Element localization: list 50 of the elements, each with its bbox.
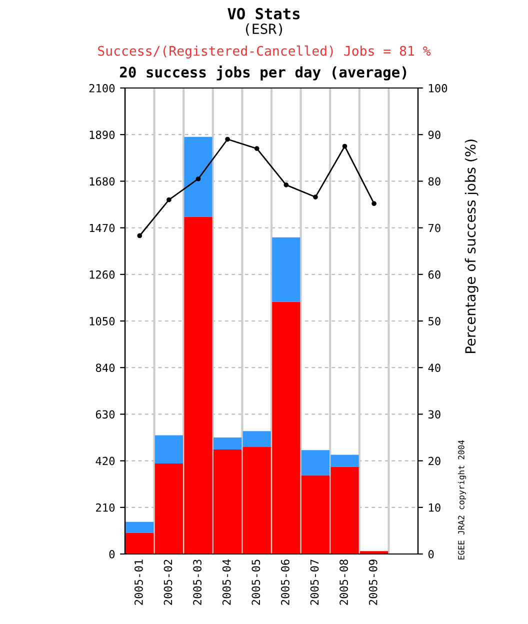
point xyxy=(313,194,318,200)
y2-tick-label: 40 xyxy=(428,364,440,372)
bar xyxy=(126,522,154,533)
y-tick-label: 1680 xyxy=(90,177,115,186)
bar xyxy=(154,435,184,464)
point xyxy=(342,144,348,149)
y-tick-label: 420 xyxy=(96,456,115,466)
x-tick-label: 2005-01 xyxy=(134,560,143,605)
point xyxy=(196,176,201,182)
y2-tick-label: 20 xyxy=(428,456,440,466)
point xyxy=(166,197,172,202)
x-tick-label: 2005-06 xyxy=(281,560,290,605)
point xyxy=(372,201,376,206)
bar xyxy=(184,136,212,217)
y2-tick-label: 30 xyxy=(428,410,440,419)
y-tick-label: 210 xyxy=(96,503,115,512)
y-tick-label: 1890 xyxy=(90,130,115,140)
y-tick-label: 840 xyxy=(96,364,115,372)
y2-tick-label: 0 xyxy=(428,550,434,558)
y-tick-label: 2100 xyxy=(89,84,115,92)
y2-tick-label: 90 xyxy=(428,130,440,140)
y-tick-label: 1050 xyxy=(90,317,115,326)
x-tick-label: 2005-05 xyxy=(252,560,260,605)
y2-tick-label: 10 xyxy=(429,503,440,512)
y2-tick-label: 100 xyxy=(429,84,448,92)
x-tick-label: 2005-03 xyxy=(193,560,202,605)
x-tick-label: 2005-08 xyxy=(340,560,348,605)
y-tick-label: 1260 xyxy=(90,270,115,279)
point xyxy=(225,136,230,142)
y-tick-label: 630 xyxy=(96,410,115,419)
point xyxy=(254,146,260,152)
x-tick-label: 2005-04 xyxy=(222,559,231,605)
chart-title: VO Stats xyxy=(228,8,300,20)
y-tick-label: 0 xyxy=(109,550,115,558)
text: 20 success jobs per day (average) xyxy=(120,66,406,80)
x-tick-label: 2005-07 xyxy=(310,560,319,605)
y2-tick-label: 60 xyxy=(428,270,440,279)
bar xyxy=(272,237,300,302)
point xyxy=(284,182,289,188)
chart-subtitle: (ESR) xyxy=(246,23,282,36)
y-tick-label: 1470 xyxy=(90,224,115,232)
y2-tick-label: 80 xyxy=(428,177,440,186)
y2-tick-label: 50 xyxy=(428,317,440,326)
y2-tick-label: 70 xyxy=(428,224,440,232)
point xyxy=(137,233,142,238)
x-tick-label: 2005-09 xyxy=(368,560,378,605)
x-tick-label: 2005-02 xyxy=(164,560,172,605)
y2-axis-title: Percentage of success jobs (%) xyxy=(464,140,478,354)
text: Success/(Registered-Cancelled) Jobs = 81 % xyxy=(98,46,431,58)
text: EGEE JRA2 copyright 2004 xyxy=(458,440,466,560)
